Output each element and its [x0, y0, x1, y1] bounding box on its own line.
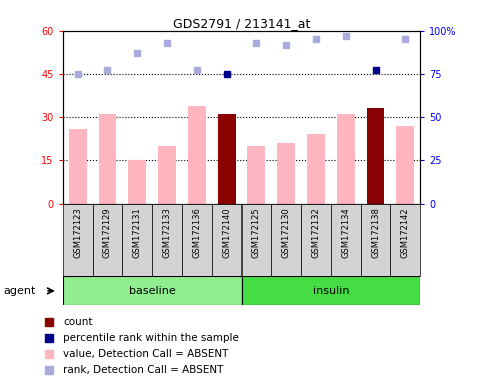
Text: GSM172134: GSM172134 [341, 207, 350, 258]
Bar [361, 204, 390, 276]
Text: GSM172136: GSM172136 [192, 207, 201, 258]
Bar [271, 204, 301, 276]
Bar [99, 114, 116, 204]
Bar [367, 109, 384, 204]
Text: rank, Detection Call = ABSENT: rank, Detection Call = ABSENT [63, 365, 223, 375]
Bar [242, 204, 271, 276]
Text: GSM172138: GSM172138 [371, 207, 380, 258]
Text: GSM172129: GSM172129 [103, 207, 112, 258]
Text: percentile rank within the sample: percentile rank within the sample [63, 333, 239, 343]
Bar [331, 204, 361, 276]
Text: value, Detection Call = ABSENT: value, Detection Call = ABSENT [63, 349, 228, 359]
Bar [63, 276, 242, 305]
Bar [242, 276, 420, 305]
Text: count: count [63, 317, 92, 327]
Bar [247, 146, 265, 204]
Text: agent: agent [3, 286, 36, 296]
Text: GSM172133: GSM172133 [163, 207, 171, 258]
Bar [128, 161, 146, 204]
Text: GSM172131: GSM172131 [133, 207, 142, 258]
Text: GSM172132: GSM172132 [312, 207, 320, 258]
Bar [69, 129, 86, 204]
Bar [122, 204, 152, 276]
Bar [182, 204, 212, 276]
Text: GSM172130: GSM172130 [282, 207, 291, 258]
Bar [188, 106, 206, 204]
Bar [63, 204, 93, 276]
Bar [152, 204, 182, 276]
Text: GSM172142: GSM172142 [401, 207, 410, 258]
Text: insulin: insulin [313, 286, 349, 296]
Bar [390, 204, 420, 276]
Title: GDS2791 / 213141_at: GDS2791 / 213141_at [173, 17, 310, 30]
Bar [337, 114, 355, 204]
Bar [397, 126, 414, 204]
Text: baseline: baseline [129, 286, 175, 296]
Bar [212, 204, 242, 276]
Text: GSM172125: GSM172125 [252, 207, 261, 258]
Bar [93, 204, 122, 276]
Bar [301, 204, 331, 276]
Bar [307, 134, 325, 204]
Bar [218, 114, 236, 204]
Bar [277, 143, 295, 204]
Bar [158, 146, 176, 204]
Text: GSM172123: GSM172123 [73, 207, 82, 258]
Text: GSM172140: GSM172140 [222, 207, 231, 258]
